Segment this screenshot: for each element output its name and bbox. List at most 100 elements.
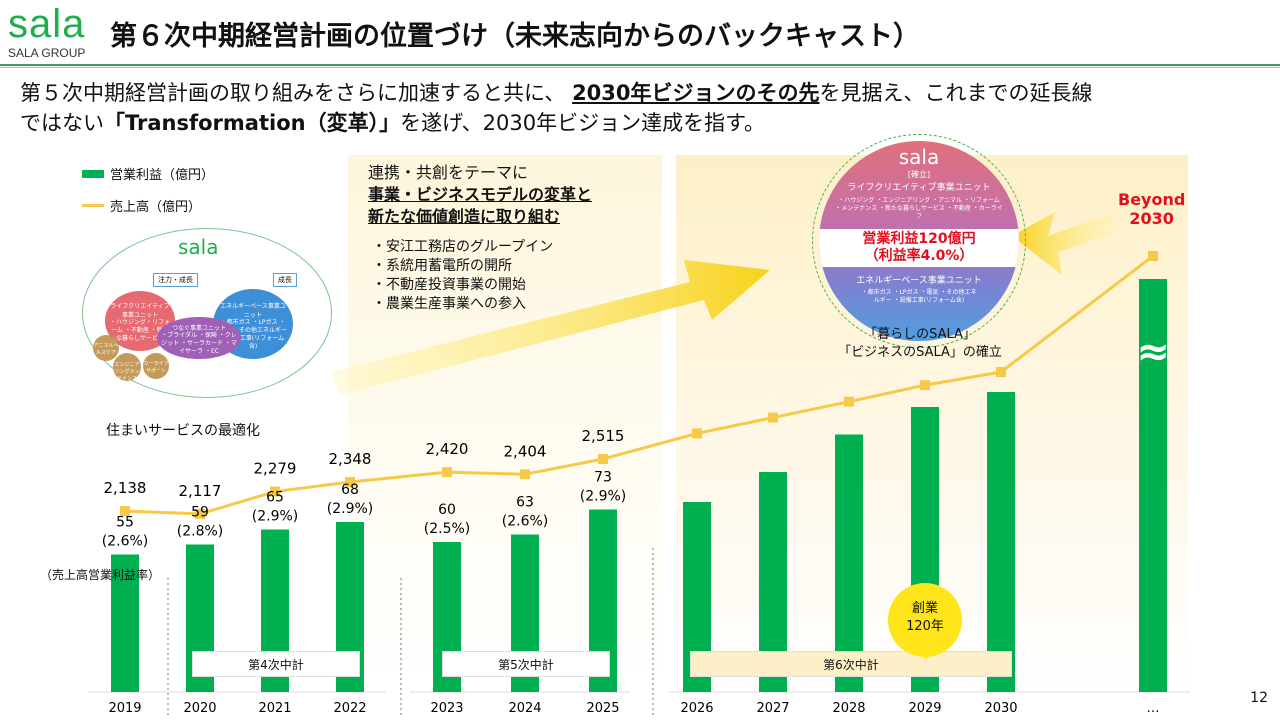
- legend-bar: 営業利益（億円）: [82, 164, 214, 183]
- profit-bar: [111, 554, 139, 692]
- beyond-2030-label: Beyond 2030: [1118, 190, 1185, 228]
- x-tick-label: 2024: [508, 701, 541, 716]
- sales-point: [844, 396, 854, 407]
- sales-point: [768, 412, 778, 423]
- sala-group-label: SALA GROUP: [8, 46, 86, 60]
- transformation-arrow: [330, 260, 770, 395]
- sales-label: 2,515: [582, 427, 625, 445]
- sales-point: [920, 380, 930, 391]
- phase5-label: 第5次中計: [442, 651, 610, 677]
- sales-point: [1148, 251, 1158, 261]
- lead-part: 第５次中期経営計画の取り組みをさらに加速すると共に、: [20, 81, 566, 105]
- badge-line: 120年: [906, 619, 944, 634]
- sales-point: [195, 508, 205, 519]
- legend-line: 売上高（億円）: [82, 196, 201, 215]
- theme-line: 連携・共創をテーマに: [368, 163, 529, 182]
- sales-point: [692, 428, 702, 439]
- current-business-diagram: sala 注力・成長 成長 ライフクリエイティブ事業ユニット ・ハウジング・リフォ…: [82, 228, 332, 398]
- beyond-line: 2030: [1129, 209, 1174, 228]
- theme-line: 事業・ビジネスモデルの変革と: [368, 185, 593, 204]
- bar-swatch: [82, 169, 104, 178]
- sales-label: 2,420: [426, 440, 469, 458]
- margin-label: (2.6%): [502, 514, 549, 530]
- connect-unit: つなぐ事業ユニット ・ブライダル ・保険 ・クレジット ・サーラカード ・マイサー…: [157, 317, 241, 359]
- unit-items: ・ブライダル ・保険 ・クレジット ・サーラカード ・マイサーラ ・EC: [161, 332, 237, 355]
- sales-label: 2,138: [104, 479, 147, 497]
- badge-pointer: [920, 650, 932, 660]
- profit-target: 営業利益120億円 （利益率4.0%）: [819, 229, 1019, 267]
- profit-bar: [1139, 279, 1167, 692]
- unit-items: ・ハウジング ・エンジニアリング ・アニマル ・リフォーム ・メンテナンス ・新…: [835, 197, 1003, 220]
- animal-unit: アニマルヘルスケア: [93, 335, 119, 361]
- x-tick-label: 2021: [258, 701, 291, 716]
- theme-text: 連携・共創をテーマに 事業・ビジネスモデルの変革と 新たな価値創造に取り組む: [368, 162, 592, 228]
- sala-logo: sala: [8, 2, 86, 46]
- initiatives-list: ・安江工務店のグループイン ・系統用蓄電所の開所 ・不動産投資事業の開始 ・農業…: [372, 238, 553, 314]
- list-item: ・系統用蓄電所の開所: [372, 258, 512, 274]
- x-tick-label: 2019: [108, 701, 141, 716]
- unit-items: ・都市ガス ・LPガス ・電気 ・その他エネルギー ・設備工事(リフォーム含): [861, 289, 977, 304]
- page-number: 12: [1250, 690, 1268, 706]
- x-tick-label: 2020: [183, 701, 216, 716]
- page-title: 第６次中期経営計画の位置づけ（未来志向からのバックキャスト）: [110, 21, 920, 52]
- lead-text: 第５次中期経営計画の取り組みをさらに加速すると共に、 2030年ビジョンのその先…: [20, 78, 1093, 138]
- title-divider: [0, 64, 1280, 68]
- list-item: ・安江工務店のグループイン: [372, 239, 554, 255]
- profit-bar: [987, 392, 1015, 692]
- sales-label: 2,279: [254, 460, 297, 478]
- legend-label: 売上高（億円）: [110, 200, 202, 215]
- profit-label: 73: [594, 470, 612, 486]
- unit-items: ・ハウジング・リフォーム ・不動産 ・新たな暮らしサービス: [109, 319, 170, 342]
- theme-line: 新たな価値創造に取り組む: [368, 207, 561, 226]
- profit-label: 55: [116, 515, 134, 531]
- unit-label: エネルギーベース事業ユニット: [220, 303, 286, 319]
- profit-label: 68: [341, 482, 359, 498]
- axis-break-mark: ≈: [1136, 329, 1170, 375]
- backcast-arrow: [1012, 212, 1116, 275]
- x-tick-label: 2030: [984, 701, 1017, 716]
- badge-line: 創業: [911, 601, 938, 616]
- tag-focus-growth: 注力・成長: [153, 273, 198, 287]
- unit-label: ライフクリエイティブ事業ユニット: [110, 303, 170, 319]
- margin-label: (2.9%): [252, 509, 299, 525]
- sala-logo: sala: [898, 145, 940, 169]
- lead-transformation: 「Transformation（変革）」: [104, 111, 401, 135]
- sales-point: [120, 506, 130, 516]
- phase4-label: 第4次中計: [192, 651, 360, 677]
- line-swatch: [82, 204, 104, 207]
- x-tick-label: 2029: [908, 701, 941, 716]
- vision-circle: sala [確立] ライフクリエイティブ事業ユニット ・ハウジング ・エンジニア…: [812, 134, 1026, 348]
- x-tick-label: …: [1147, 701, 1160, 716]
- margin-label: (2.9%): [580, 489, 627, 505]
- energy-base-unit: エネルギーベース事業ユニット: [856, 276, 982, 286]
- unit-label: つなぐ事業ユニット: [171, 325, 226, 332]
- sales-point: [345, 477, 355, 488]
- sales-point: [270, 486, 280, 497]
- carlife-unit: カーライフサポート: [143, 353, 169, 379]
- x-tick-label: 2022: [333, 701, 366, 716]
- profit-bar: [835, 434, 863, 692]
- sales-point: [442, 467, 452, 478]
- profit-label: 59: [191, 505, 209, 521]
- established-tag: [確立]: [907, 170, 931, 179]
- diagram-caption: 住まいサービスの最適化: [106, 423, 260, 439]
- lead-emphasis: 2030年ビジョンのその先: [572, 81, 820, 105]
- margin-label: (2.6%): [102, 534, 149, 550]
- tag-growth: 成長: [273, 273, 297, 287]
- caption-line: 「ビジネスのSALA」の確立: [838, 345, 1002, 360]
- profit-label: 65: [266, 490, 284, 506]
- caption-line: 「暮らしのSALA」: [864, 327, 976, 342]
- x-tick-label: 2023: [430, 701, 463, 716]
- life-creative-unit: ライフクリエイティブ事業ユニット: [847, 183, 991, 193]
- sales-label: 2,117: [179, 482, 222, 500]
- sala-logo: sala: [178, 235, 219, 259]
- x-tick-label: 2028: [832, 701, 865, 716]
- lead-part: を遂げ、2030年ビジョン達成を指す。: [400, 111, 765, 135]
- sales-point: [996, 367, 1006, 378]
- margin-note: （売上高営業利益率）: [40, 568, 161, 582]
- sales-label: 2,404: [504, 442, 547, 460]
- x-tick-label: 2026: [680, 701, 713, 716]
- sales-point: [598, 453, 608, 464]
- vision-caption: 「暮らしのSALA」「ビジネスのSALA」の確立: [820, 326, 1020, 362]
- beyond-line: Beyond: [1118, 190, 1186, 209]
